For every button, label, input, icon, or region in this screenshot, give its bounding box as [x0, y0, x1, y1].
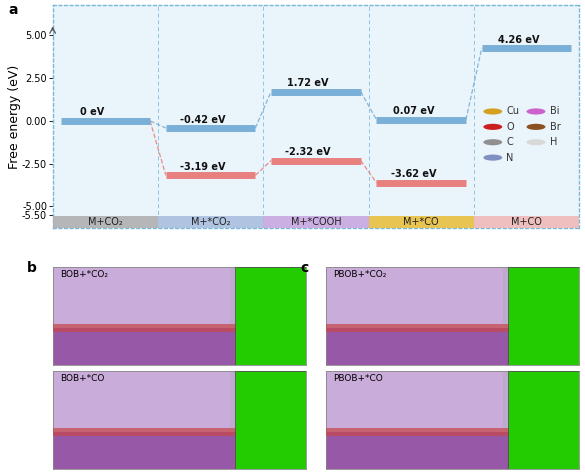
Text: M+*CO₂: M+*CO₂: [191, 217, 230, 227]
Circle shape: [526, 124, 545, 130]
Bar: [53, 216, 158, 228]
Text: C: C: [507, 137, 513, 147]
Text: PBOB+*CO₂: PBOB+*CO₂: [333, 270, 387, 279]
Bar: [474, 216, 579, 228]
Bar: [158, 216, 263, 228]
Text: 0.07 eV: 0.07 eV: [393, 106, 434, 116]
Bar: [326, 432, 579, 469]
Bar: [53, 267, 230, 324]
Circle shape: [526, 139, 545, 146]
Bar: [53, 328, 306, 365]
Bar: [326, 328, 579, 365]
Bar: [326, 324, 579, 332]
Bar: [369, 216, 474, 228]
Y-axis label: Free energy (eV): Free energy (eV): [8, 64, 20, 169]
Circle shape: [483, 124, 503, 130]
Text: -3.62 eV: -3.62 eV: [391, 169, 436, 179]
Text: 4.26 eV: 4.26 eV: [498, 35, 539, 45]
Text: 0 eV: 0 eV: [80, 108, 104, 118]
Text: 1.72 eV: 1.72 eV: [287, 78, 329, 88]
Text: b: b: [27, 261, 37, 275]
Bar: [508, 371, 579, 469]
Bar: [326, 371, 503, 428]
Text: -3.19 eV: -3.19 eV: [180, 162, 225, 172]
Bar: [235, 371, 306, 469]
Text: H: H: [550, 137, 557, 147]
Text: Bi: Bi: [550, 107, 559, 117]
Text: PBOB+*CO: PBOB+*CO: [333, 374, 383, 383]
Text: M+*COOH: M+*COOH: [291, 217, 341, 227]
Circle shape: [483, 139, 503, 146]
Bar: [326, 428, 579, 436]
Text: c: c: [301, 261, 309, 275]
Text: a: a: [8, 2, 18, 17]
Bar: [235, 267, 306, 365]
Text: M+*CO: M+*CO: [404, 217, 439, 227]
Text: O: O: [507, 122, 514, 132]
Text: M+CO: M+CO: [511, 217, 542, 227]
Bar: [53, 432, 306, 469]
Text: -0.42 eV: -0.42 eV: [180, 115, 225, 125]
Text: BOB+*CO: BOB+*CO: [60, 374, 105, 383]
Text: M+CO₂: M+CO₂: [88, 217, 123, 227]
Circle shape: [483, 155, 503, 161]
Bar: [508, 267, 579, 365]
Circle shape: [483, 109, 503, 115]
Bar: [53, 371, 230, 428]
Text: Br: Br: [550, 122, 560, 132]
Bar: [326, 267, 503, 324]
Circle shape: [526, 109, 545, 115]
Text: Cu: Cu: [507, 107, 519, 117]
Bar: [53, 324, 306, 332]
Text: BOB+*CO₂: BOB+*CO₂: [60, 270, 108, 279]
Bar: [263, 216, 369, 228]
Text: N: N: [507, 153, 514, 163]
Bar: [53, 428, 306, 436]
Text: -2.32 eV: -2.32 eV: [285, 147, 331, 157]
